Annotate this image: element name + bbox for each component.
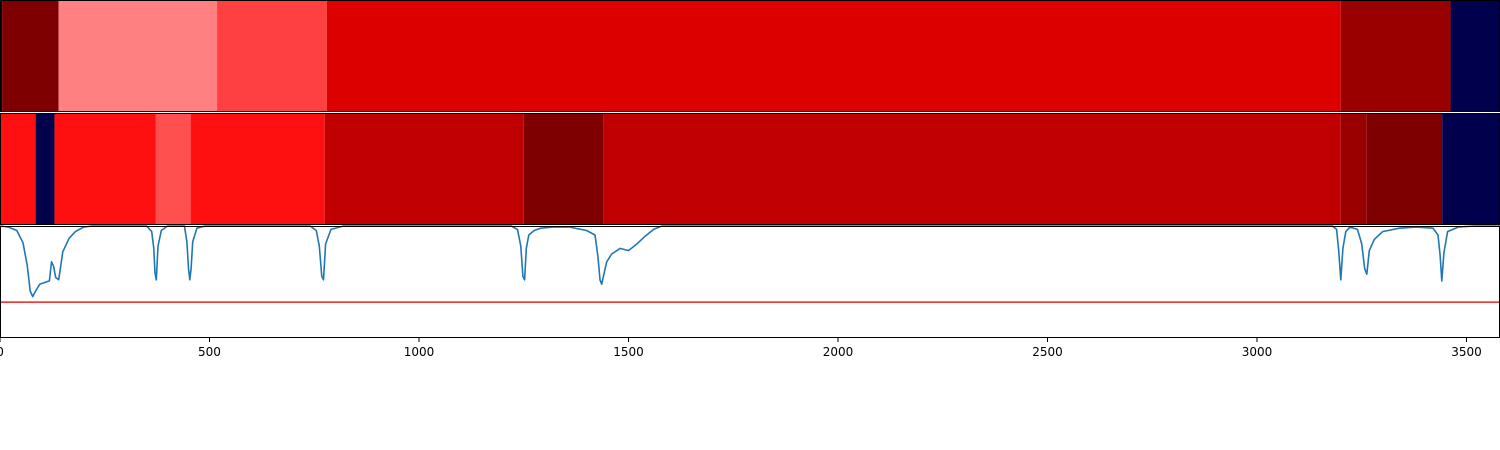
heatmap-cell: [326, 0, 1341, 112]
heatmap-cell: [0, 0, 3, 112]
heatmap-cell: [523, 113, 604, 225]
heatmap-band-1: [0, 0, 1500, 112]
x-tick-label: 2500: [1032, 345, 1063, 359]
x-tick-label: 3000: [1242, 345, 1273, 359]
x-tick-label: 3500: [1451, 345, 1482, 359]
plot-background: [0, 226, 1500, 338]
heatmap-cell: [35, 113, 55, 225]
x-tick-label: 1000: [404, 345, 435, 359]
line-plot: [0, 225, 1500, 338]
heatmap-cell: [1340, 113, 1367, 225]
heatmap-cell: [2, 0, 59, 112]
heatmap-cell: [1340, 0, 1451, 112]
x-tick-label: 1500: [613, 345, 644, 359]
x-tick-label: 0: [0, 345, 4, 359]
heatmap-cell: [603, 113, 1341, 225]
heatmap-cell: [155, 113, 191, 225]
heatmap-cell: [0, 113, 36, 225]
heatmap-cell: [1450, 0, 1500, 112]
heatmap-cell: [1366, 113, 1443, 225]
heatmap-cell: [324, 113, 524, 225]
x-axis: 0 500 1000 1500 2000 2500 3000 3500: [0, 338, 1482, 359]
x-tick-label: 500: [198, 345, 221, 359]
heatmap-band-2: [0, 113, 1500, 225]
heatmap-cell: [217, 0, 327, 112]
heatmap-cell: [54, 113, 156, 225]
series-line: [0, 225, 1500, 298]
heatmap-cell: [1442, 113, 1500, 225]
heatmap-cell: [190, 113, 325, 225]
heatmap-cell: [58, 0, 218, 112]
x-tick-label: 2000: [823, 345, 854, 359]
